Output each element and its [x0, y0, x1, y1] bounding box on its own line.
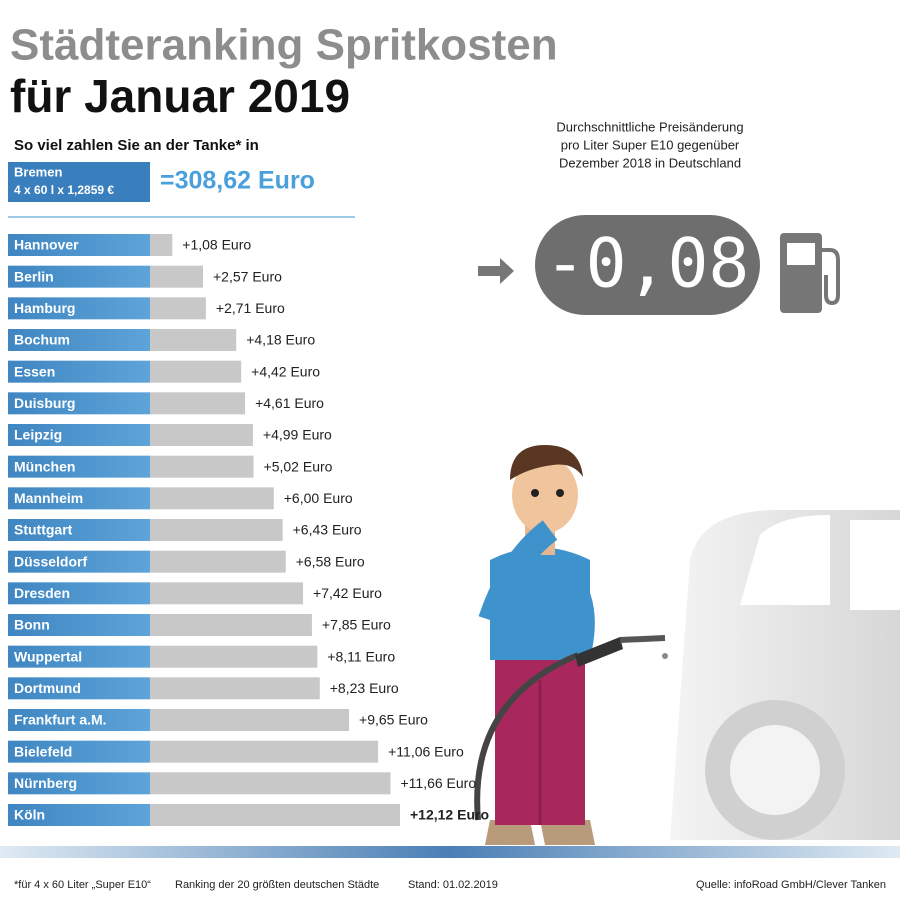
value-label: +5,02 Euro — [264, 458, 333, 474]
title-line: für Januar 2019 — [10, 70, 350, 122]
category-box — [8, 265, 150, 288]
bar — [150, 677, 320, 700]
footnote: Ranking der 20 größten deutschen Städte — [175, 879, 379, 891]
category-label: Düsseldorf — [14, 553, 87, 569]
value-label: +7,42 Euro — [313, 585, 382, 601]
category-box — [8, 487, 150, 510]
bar — [150, 519, 283, 541]
category-box — [8, 804, 150, 826]
value-label: +2,57 Euro — [213, 268, 282, 284]
category-label: Duisburg — [14, 395, 75, 411]
reference-total: =308,62 Euro — [160, 167, 315, 195]
category-box — [8, 550, 150, 573]
pump-icon — [780, 233, 840, 313]
category-label: Frankfurt a.M. — [14, 712, 107, 728]
category-label: Bochum — [14, 332, 70, 348]
category-label: Stuttgart — [14, 522, 73, 538]
category-label: Essen — [14, 363, 55, 379]
category-label: Nürnberg — [14, 775, 77, 791]
footnote: *für 4 x 60 Liter „Super E10“ — [14, 879, 151, 891]
reference-city: Bremen — [14, 164, 62, 179]
bar — [150, 360, 242, 383]
category-label: Dortmund — [14, 680, 81, 696]
subtitle: So viel zahlen Sie an der Tanke* in — [14, 137, 259, 154]
bar — [150, 550, 286, 573]
category-label: Mannheim — [14, 490, 83, 506]
bar — [150, 234, 173, 256]
info-line: Durchschnittliche Preisänderung — [556, 119, 743, 134]
reference-formula: 4 x 60 l x 1,2859 € — [14, 183, 114, 197]
bar — [150, 329, 237, 351]
category-box — [8, 424, 150, 446]
category-label: Wuppertal — [14, 648, 82, 664]
person — [474, 445, 668, 845]
category-box — [8, 740, 150, 763]
category-box — [8, 392, 150, 415]
title-line: Städteranking Spritkosten — [10, 21, 558, 70]
value-label: +8,11 Euro — [327, 648, 395, 664]
reference-box — [8, 162, 150, 202]
value-label: +6,58 Euro — [296, 553, 365, 569]
bar — [150, 455, 254, 478]
category-box — [8, 297, 150, 320]
bar — [150, 772, 391, 795]
value-label: +6,00 Euro — [284, 490, 353, 506]
value-label: +4,61 Euro — [255, 395, 324, 411]
value-label: +9,65 Euro — [359, 712, 428, 728]
category-label: Dresden — [14, 585, 70, 601]
category-label: Köln — [14, 807, 45, 823]
footnote: Stand: 01.02.2019 — [408, 879, 498, 891]
category-box — [8, 360, 150, 383]
value-label: +4,42 Euro — [251, 363, 320, 379]
bottom-strip — [0, 846, 900, 858]
bar — [150, 614, 312, 636]
bar — [150, 709, 350, 731]
arrow — [478, 258, 514, 284]
info-line: Dezember 2018 in Deutschland — [559, 155, 741, 170]
value-label: +7,85 Euro — [322, 617, 391, 633]
bar — [150, 265, 204, 288]
value-label: +11,66 Euro — [401, 775, 477, 791]
value-label: +6,43 Euro — [293, 522, 362, 538]
car — [670, 510, 900, 840]
bar — [150, 424, 253, 446]
info-line: pro Liter Super E10 gegenüber — [561, 137, 740, 152]
value-label: +4,99 Euro — [263, 427, 332, 443]
bar — [150, 392, 246, 415]
category-box — [8, 582, 150, 605]
category-label: Berlin — [14, 268, 54, 284]
category-box — [8, 677, 150, 700]
value-label: +12,12 Euro — [410, 807, 489, 823]
category-label: Bielefeld — [14, 743, 72, 759]
category-label: Leipzig — [14, 427, 62, 443]
category-box — [8, 772, 150, 795]
bar — [150, 804, 400, 826]
category-box — [8, 234, 150, 256]
category-label: Hamburg — [14, 300, 75, 316]
price-display: -0,08 — [545, 225, 750, 304]
category-label: Bonn — [14, 617, 50, 633]
bar — [150, 740, 379, 763]
value-label: +2,71 Euro — [216, 300, 285, 316]
display-pill — [535, 215, 760, 315]
value-label: +8,23 Euro — [330, 680, 399, 696]
value-label: +1,08 Euro — [182, 237, 251, 253]
source: Quelle: infoRoad GmbH/Clever Tanken — [696, 879, 886, 891]
category-box — [8, 709, 150, 731]
bar — [150, 582, 304, 605]
category-box — [8, 455, 150, 478]
bar — [150, 645, 318, 668]
price-change-text: Durchschnittliche Preisänderung pro Lite… — [556, 119, 743, 170]
value-label: +4,18 Euro — [246, 332, 315, 348]
category-box — [8, 329, 150, 351]
value-label: +11,06 Euro — [388, 743, 464, 759]
category-label: München — [14, 458, 75, 474]
category-box — [8, 519, 150, 541]
bar — [150, 487, 274, 510]
bar — [150, 297, 206, 320]
category-box — [8, 614, 150, 636]
category-label: Hannover — [14, 237, 79, 253]
category-box — [8, 645, 150, 668]
